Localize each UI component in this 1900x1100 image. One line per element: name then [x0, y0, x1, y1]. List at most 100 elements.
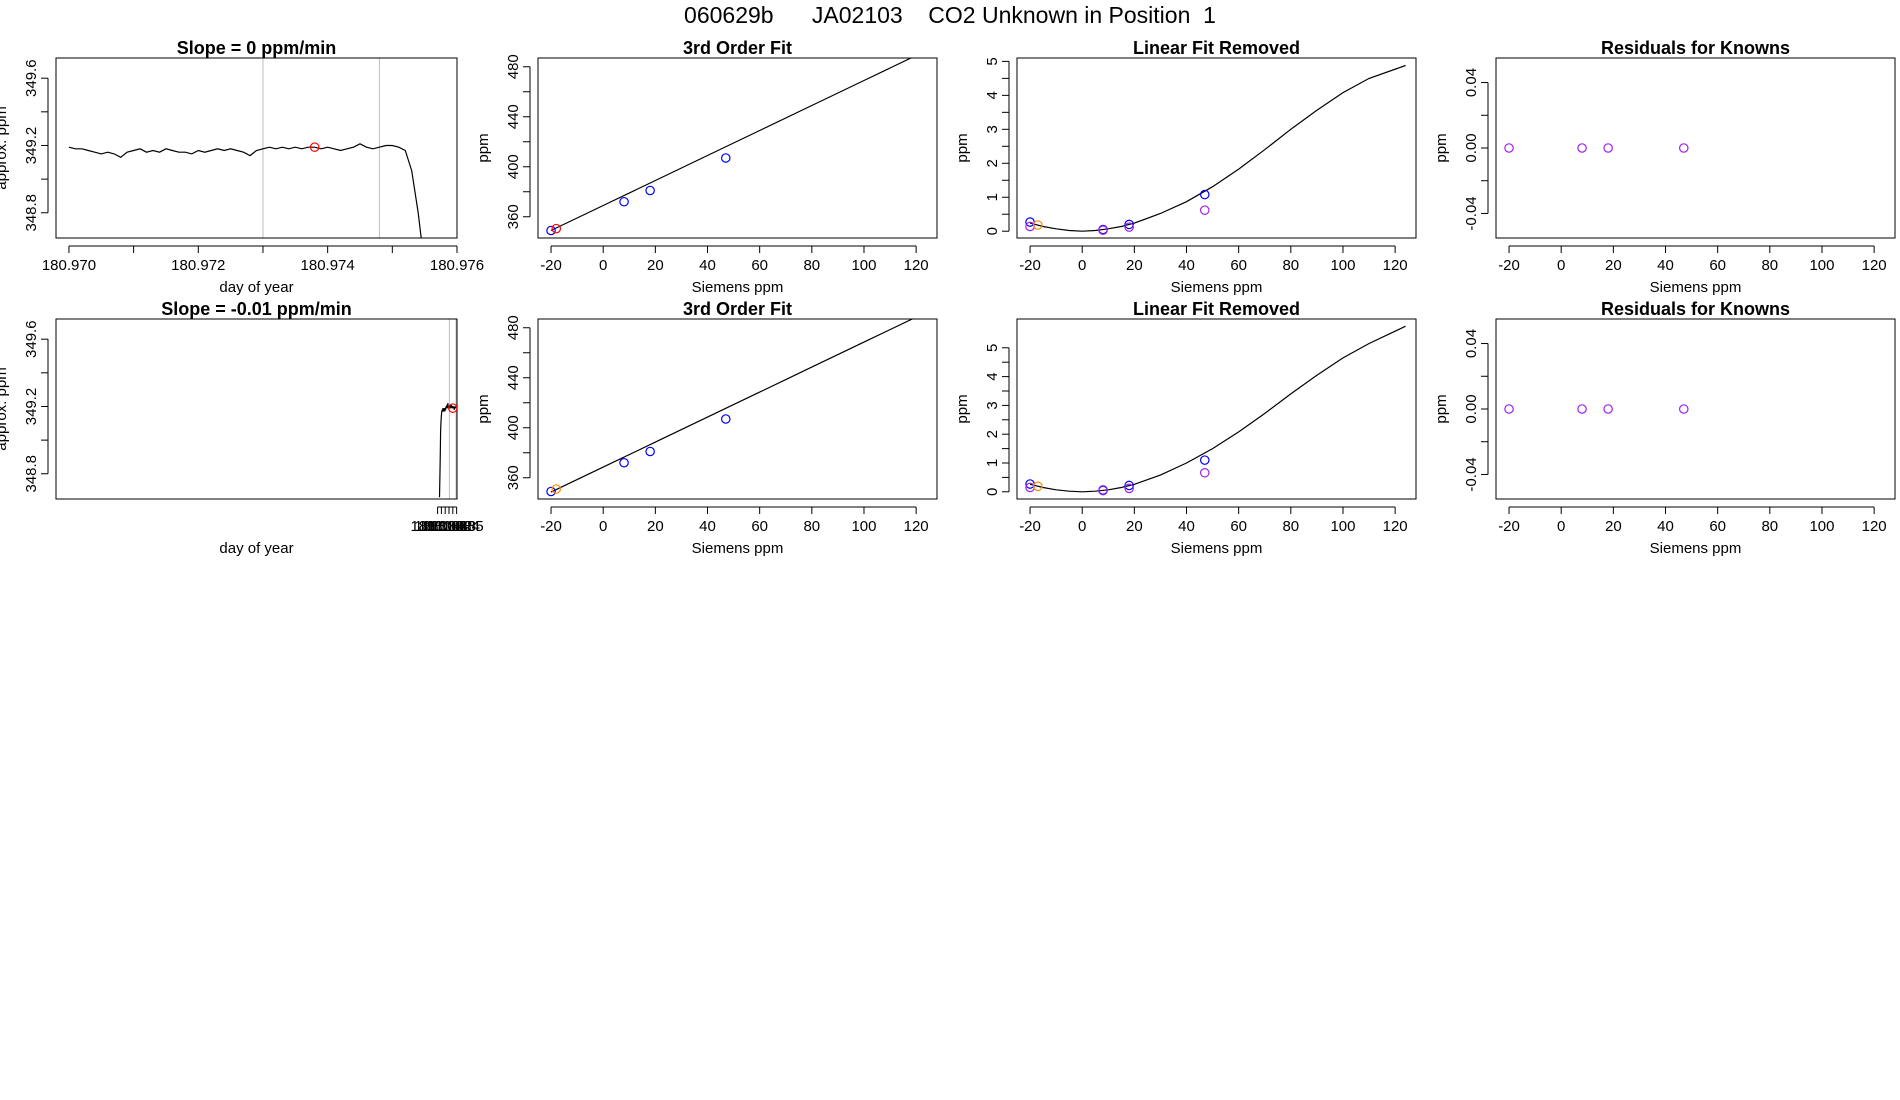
x-tick-label: 120	[1862, 257, 1887, 274]
fit-curve-line	[1029, 325, 1406, 493]
x-tick-label: 40	[699, 518, 716, 535]
y-tick-label: 348.8	[23, 194, 40, 232]
x-tick-label: 180.970	[42, 257, 96, 274]
y-tick-label: -0.04	[1463, 196, 1480, 230]
chart-title: 3rd Order Fit	[683, 299, 792, 319]
x-tick-label: 100	[851, 518, 876, 535]
x-tick-label: 20	[1126, 257, 1143, 274]
y-tick-label: 5	[984, 57, 1001, 65]
purple-data-point	[1199, 205, 1210, 215]
blue-data-point	[546, 486, 556, 497]
x-tick-label: -20	[1019, 257, 1041, 274]
y-tick-label: 1	[984, 193, 1001, 201]
purple-data-point	[1124, 483, 1134, 494]
x-tick-label: -20	[540, 518, 562, 535]
y-axis-label: ppm	[1433, 133, 1450, 162]
chart-title: Residuals for Knowns	[1601, 299, 1790, 319]
x-tick-label: 20	[1126, 518, 1143, 535]
red-data-point	[448, 403, 457, 413]
purple-data-point	[1098, 225, 1108, 235]
red-data-point	[309, 142, 320, 152]
y-tick-label: 3	[984, 125, 1001, 133]
blue-data-point	[1124, 219, 1134, 230]
blue-data-point	[720, 153, 731, 163]
y-axis-label: ppm	[954, 133, 971, 162]
y-tick-label: 400	[505, 415, 522, 440]
plot-data	[68, 142, 422, 238]
x-tick-label: 120	[1383, 518, 1408, 535]
y-tick-label: 349.2	[23, 388, 40, 426]
fit-curve-line	[550, 58, 913, 232]
chart-panel-8: Residuals for Knowns -20 0 20 40 60 80 100 120 Si…	[1433, 299, 1896, 557]
x-tick-label: 80	[1761, 518, 1778, 535]
purple-data-point	[1577, 404, 1587, 414]
x-tick-label: 0	[599, 257, 607, 274]
x-tick-label: 0	[1078, 518, 1086, 535]
x-axis-label: day of year	[219, 279, 293, 296]
x-tick-label: 180.974	[301, 257, 355, 274]
plot-frame	[1495, 57, 1896, 239]
y-tick-label: 2	[984, 159, 1001, 167]
plot-frame	[1495, 318, 1896, 500]
y-tick-label: 4	[984, 372, 1001, 380]
plot-frame	[1016, 57, 1417, 239]
plot-data	[1025, 325, 1406, 496]
purple-data-point	[1678, 404, 1689, 414]
blue-data-point	[720, 414, 731, 424]
page-title: 060629b JA02103 CO2 Unknown in Position …	[684, 2, 1216, 28]
x-tick-label: 80	[803, 257, 820, 274]
chart-panel-6: 3rd Order Fit -20 0 20 40 60 80 100 120 Siemens p…	[475, 299, 938, 557]
y-tick-label: 360	[505, 465, 522, 490]
chart-panel-3: Linear Fit Removed-20 0 20 40 60 80 100 120Siem…	[954, 38, 1417, 296]
x-tick-label: 181.081	[414, 518, 468, 535]
y-axis-label: approx. ppm	[0, 106, 10, 189]
purple-data-point	[1603, 404, 1613, 414]
y-tick-label: 440	[505, 104, 522, 129]
y-tick-label: 349.2	[23, 127, 40, 165]
plot-data	[546, 58, 913, 236]
chart-panel-2: 3rd Order Fit -20 0 20 40 60 80 100 120 Siemens p…	[475, 38, 938, 296]
x-tick-label: 100	[851, 257, 876, 274]
y-axis-label: ppm	[1433, 394, 1450, 423]
chart-title: Slope = 0 ppm/min	[177, 38, 337, 58]
x-tick-label: 80	[1282, 257, 1299, 274]
plot-data	[438, 403, 457, 498]
y-axis-label: approx. ppm	[0, 367, 10, 450]
chart-panel-4: Residuals for Knowns -20 0 20 40 60 80 100 120 Si…	[1433, 38, 1896, 296]
x-tick-label: 20	[647, 257, 664, 274]
x-axis-label: Siemens ppm	[1171, 279, 1263, 296]
y-tick-label: 5	[984, 344, 1001, 352]
plot-data	[1504, 404, 1689, 414]
blue-data-point	[1199, 189, 1210, 200]
y-tick-label: 4	[984, 91, 1001, 99]
x-tick-label: 120	[1862, 518, 1887, 535]
y-tick-label: 349.6	[23, 59, 40, 97]
y-axis-label: ppm	[475, 133, 492, 162]
x-tick-label: 60	[751, 257, 768, 274]
y-tick-label: 1	[984, 459, 1001, 467]
x-tick-label: -20	[1498, 257, 1520, 274]
chart-panel-7: Linear Fit Removed-20 0 20 40 60 80 100 120Siem…	[954, 299, 1417, 557]
plot-frame	[537, 318, 938, 500]
y-tick-label: 2	[984, 430, 1001, 438]
orange-data-point	[1033, 220, 1043, 230]
y-tick-label: 480	[505, 54, 522, 79]
data-series-line	[438, 403, 457, 498]
plot-frame	[55, 318, 458, 500]
y-tick-label: 360	[505, 204, 522, 229]
x-tick-label: 80	[1282, 518, 1299, 535]
x-tick-label: 181.080	[410, 518, 464, 535]
data-series-line	[68, 143, 422, 238]
y-tick-label: 440	[505, 365, 522, 390]
chart-title: Linear Fit Removed	[1133, 38, 1300, 58]
purple-data-point	[1603, 143, 1613, 153]
x-tick-label: 120	[904, 257, 929, 274]
y-tick-label: 0.00	[1463, 133, 1480, 162]
chart-title: Slope = -0.01 ppm/min	[161, 299, 352, 319]
purple-data-point	[1504, 404, 1514, 414]
x-tick-label: 0	[1557, 518, 1565, 535]
blue-data-point	[1199, 455, 1210, 465]
x-tick-label: 100	[1330, 257, 1355, 274]
plot-data	[1025, 64, 1406, 235]
